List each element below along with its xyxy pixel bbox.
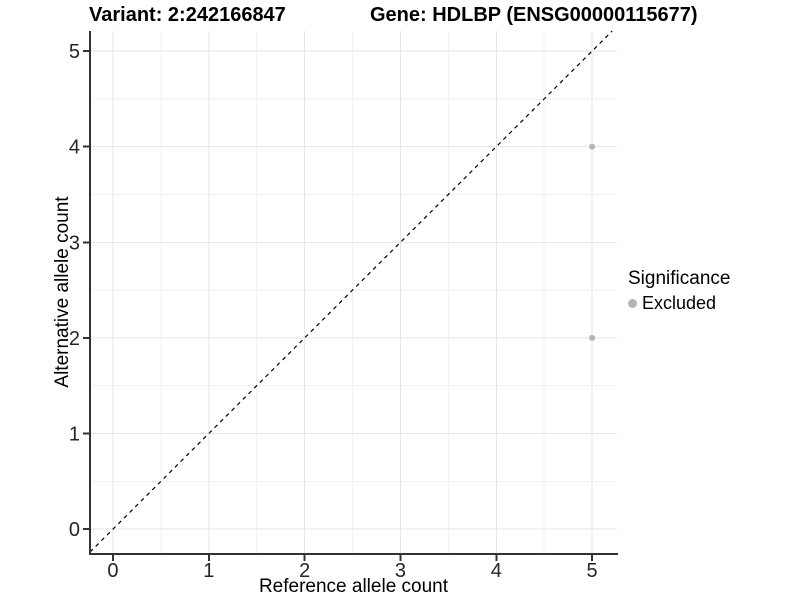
legend-item-label: Excluded bbox=[642, 293, 717, 313]
y-tick-label: 5 bbox=[69, 41, 80, 63]
y-tick-label: 1 bbox=[69, 423, 80, 445]
y-axis-title: Alternative allele count bbox=[52, 196, 73, 388]
gene-title: Gene: HDLBP (ENSG00000115677) bbox=[370, 4, 698, 26]
x-axis-title: Reference allele count bbox=[258, 576, 449, 597]
variant-title: Variant: 2:242166847 bbox=[89, 4, 286, 26]
legend: Significance Excluded bbox=[628, 268, 730, 314]
legend-title: Significance bbox=[628, 268, 731, 289]
y-tick-label: 4 bbox=[69, 137, 80, 159]
x-tick-label: 4 bbox=[491, 560, 502, 582]
x-tick-label: 0 bbox=[107, 560, 118, 582]
x-tick-label: 5 bbox=[587, 560, 598, 582]
excluded-point-icon bbox=[628, 299, 637, 308]
x-tick-label: 1 bbox=[203, 560, 214, 582]
legend-item-excluded: Excluded bbox=[628, 293, 730, 314]
x-tick-label: 3 bbox=[395, 560, 406, 582]
y-tick-label: 0 bbox=[69, 519, 80, 541]
y-tick-label: 2 bbox=[69, 328, 80, 350]
x-tick-label: 2 bbox=[299, 560, 310, 582]
y-tick-label: 3 bbox=[69, 232, 80, 254]
